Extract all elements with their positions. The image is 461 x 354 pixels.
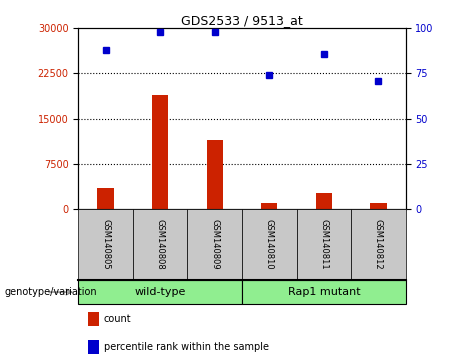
Text: wild-type: wild-type <box>135 287 186 297</box>
Text: GSM140805: GSM140805 <box>101 219 110 270</box>
Text: GSM140812: GSM140812 <box>374 219 383 270</box>
Bar <box>316 193 332 209</box>
Title: GDS2533 / 9513_at: GDS2533 / 9513_at <box>181 14 303 27</box>
Text: Rap1 mutant: Rap1 mutant <box>288 287 360 297</box>
Text: percentile rank within the sample: percentile rank within the sample <box>104 342 269 352</box>
Bar <box>207 140 223 209</box>
Text: GSM140808: GSM140808 <box>156 219 165 270</box>
Text: count: count <box>104 314 131 324</box>
Text: GSM140811: GSM140811 <box>319 219 328 270</box>
Text: GSM140810: GSM140810 <box>265 219 274 270</box>
Bar <box>370 203 387 209</box>
Text: GSM140809: GSM140809 <box>210 219 219 270</box>
Bar <box>152 95 168 209</box>
Bar <box>261 204 278 209</box>
Text: genotype/variation: genotype/variation <box>5 287 97 297</box>
Bar <box>97 188 114 209</box>
